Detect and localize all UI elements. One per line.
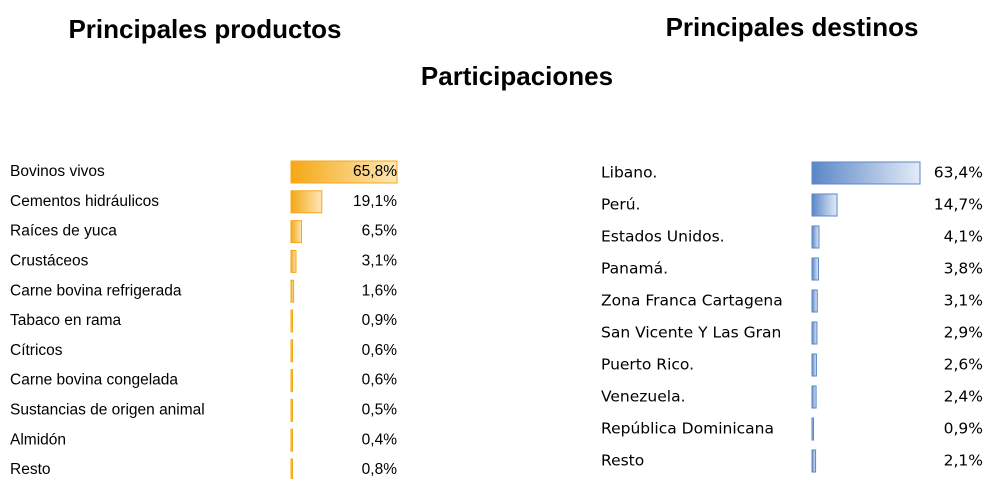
bar [290, 160, 398, 184]
category-label: Crustáceos [10, 252, 89, 269]
value-label: 3,1% [944, 292, 983, 310]
category-label: Sustancias de origen animal [10, 401, 205, 418]
bar [811, 289, 818, 313]
page-title: Participaciones [421, 61, 613, 91]
value-label: 65,8% [353, 163, 397, 180]
bar [811, 417, 815, 441]
value-label: 3,8% [944, 260, 983, 278]
category-label: Estados Unidos. [601, 228, 725, 246]
bar [290, 220, 302, 244]
value-label: 0,9% [944, 420, 983, 438]
bar [290, 398, 293, 422]
value-label: 63,4% [934, 164, 983, 182]
bar [290, 428, 293, 452]
category-label: Puerto Rico. [601, 356, 694, 374]
value-label: 3,1% [362, 252, 398, 269]
bar [811, 353, 817, 377]
value-label: 2,1% [944, 452, 983, 470]
bar [811, 257, 819, 281]
bar [811, 161, 921, 185]
category-label: Zona Franca Cartagena [601, 292, 783, 310]
value-label: 0,4% [362, 431, 398, 448]
value-label: 0,6% [362, 342, 398, 359]
bar [290, 458, 293, 479]
category-label: Raíces de yuca [10, 223, 117, 240]
value-label: 14,7% [934, 196, 983, 214]
category-label: San Vicente Y Las Gran [601, 324, 781, 342]
category-label: Tabaco en rama [10, 312, 122, 329]
chart-title: Principales destinos [666, 12, 919, 42]
category-label: Carne bovina congelada [10, 372, 178, 389]
value-label: 6,5% [362, 223, 398, 240]
value-label: 0,9% [362, 312, 398, 329]
value-label: 0,8% [362, 461, 398, 478]
category-label: Resto [601, 452, 644, 470]
value-label: 2,9% [944, 324, 983, 342]
bar [811, 321, 818, 345]
bar [811, 449, 817, 473]
bar [290, 249, 297, 273]
category-label: Libano. [601, 164, 657, 182]
bar [811, 225, 820, 249]
value-label: 0,5% [362, 401, 398, 418]
bar [290, 190, 323, 214]
category-label: Panamá. [601, 260, 668, 278]
value-label: 2,4% [944, 388, 983, 406]
category-label: República Dominicana [601, 420, 774, 438]
value-label: 1,6% [362, 282, 398, 299]
value-label: 0,6% [362, 372, 398, 389]
bar [290, 309, 293, 333]
category-label: Resto [10, 461, 51, 478]
category-label: Venezuela. [601, 388, 686, 406]
bar [290, 339, 293, 363]
category-label: Cementos hidráulicos [10, 193, 159, 210]
value-label: 2,6% [944, 356, 983, 374]
category-label: Perú. [601, 196, 640, 214]
category-label: Bovinos vivos [10, 163, 105, 180]
category-label: Carne bovina refrigerada [10, 282, 182, 299]
chart-title: Principales productos [68, 14, 341, 44]
category-label: Almidón [10, 431, 66, 448]
bar [290, 279, 295, 303]
category-label: Cítricos [10, 342, 63, 359]
value-label: 4,1% [944, 228, 983, 246]
bar [290, 369, 293, 393]
value-label: 19,1% [353, 193, 397, 210]
bar [811, 193, 838, 217]
bar [811, 385, 817, 409]
